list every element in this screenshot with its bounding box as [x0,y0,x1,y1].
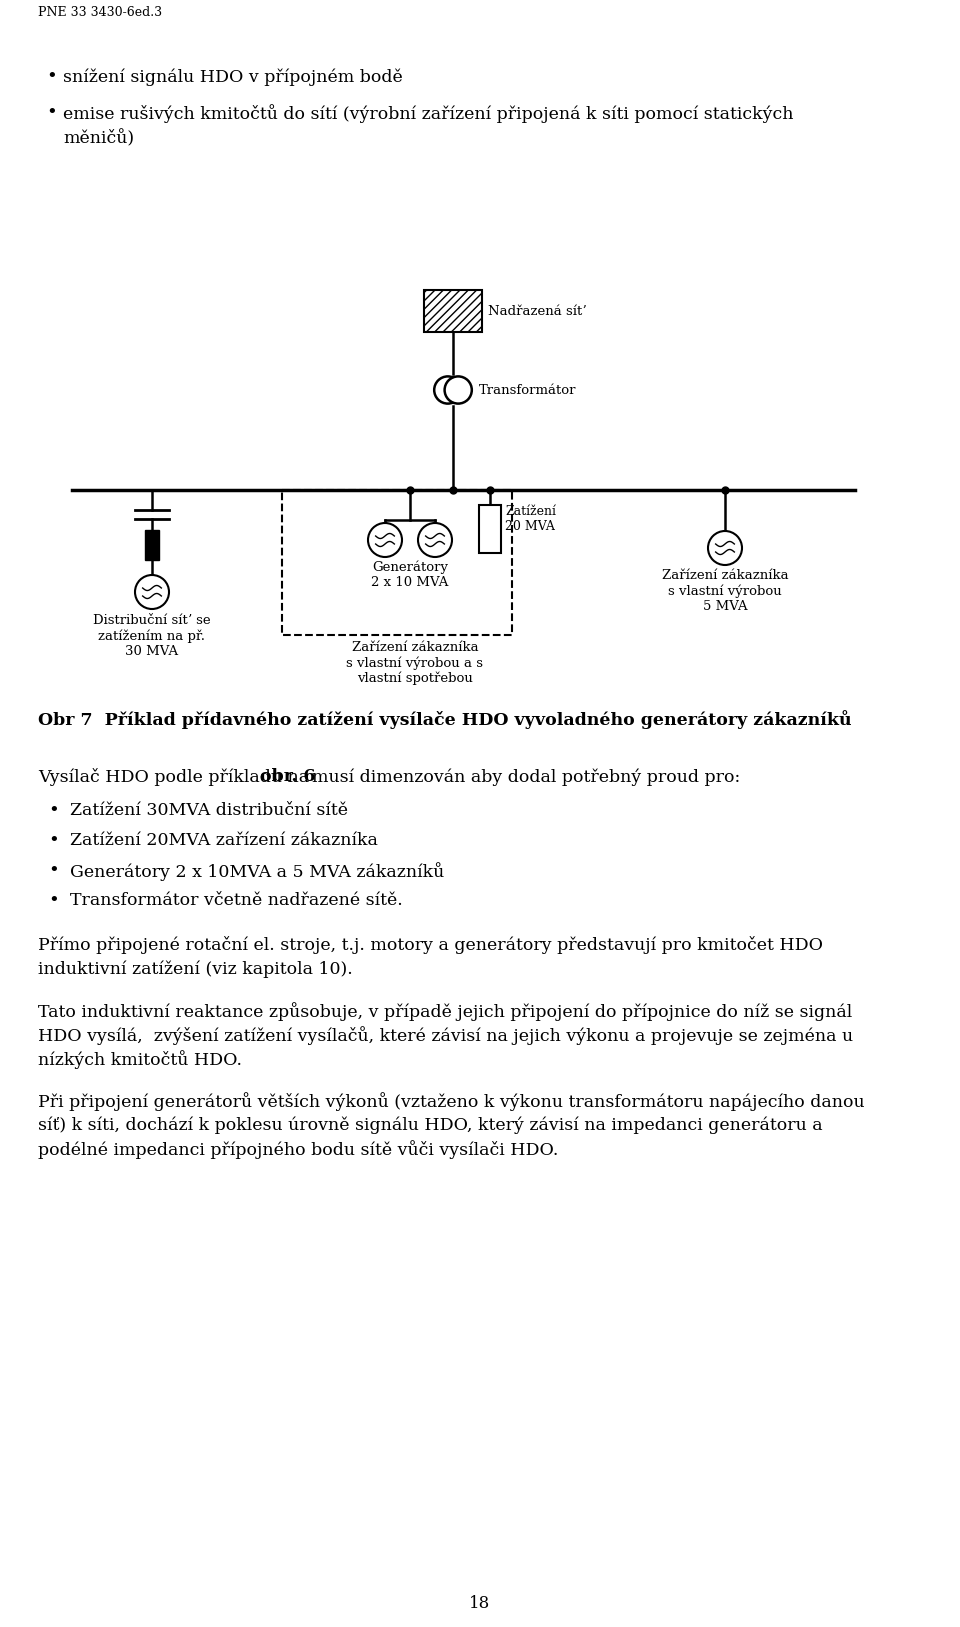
Bar [479,504,501,553]
Text: Nadřazená sítʼ: Nadřazená sítʼ [488,304,587,317]
Circle shape [418,522,452,556]
Circle shape [434,376,462,403]
Text: nízkých kmitočtů HDO.: nízkých kmitočtů HDO. [38,1049,242,1069]
Text: •: • [48,831,59,849]
Text: Zatížení
20 MVA: Zatížení 20 MVA [505,504,556,534]
Text: Transformátor včetně nadřazené sítě.: Transformátor včetně nadřazené sítě. [70,892,403,909]
Text: 18: 18 [469,1594,491,1612]
Text: Zařízení zákazníka
s vlastní výrobou
5 MVA: Zařízení zákazníka s vlastní výrobou 5 M… [661,569,788,613]
Text: podélné impedanci přípojného bodu sítě vůči vysílači HDO.: podélné impedanci přípojného bodu sítě v… [38,1141,559,1158]
Text: síť) k síti, dochází k poklesu úrovně signálu HDO, který závisí na impedanci gen: síť) k síti, dochází k poklesu úrovně si… [38,1116,823,1134]
Text: induktivní zatížení (viz kapitola 10).: induktivní zatížení (viz kapitola 10). [38,960,352,978]
Text: •: • [48,892,59,909]
Text: •: • [46,104,57,122]
Text: Přímo připojené rotační el. stroje, t.j. motory a generátory představují pro kmi: Přímo připojené rotační el. stroje, t.j.… [38,936,823,953]
Text: Generátory
2 x 10 MVA: Generátory 2 x 10 MVA [372,561,448,589]
Text: •: • [48,862,59,880]
Text: Vysílač HDO podle příkladu na: Vysílač HDO podle příkladu na [38,768,315,786]
Text: Tato induktivní reaktance způsobuje, v případě jejich připojení do přípojnice do: Tato induktivní reaktance způsobuje, v p… [38,1002,852,1020]
Text: Zařízení zákazníka
s vlastní výrobou a s
vlastní spotřebou: Zařízení zákazníka s vlastní výrobou a s… [347,641,484,685]
Circle shape [444,376,471,403]
Text: Zatížení 20MVA zařízení zákazníka: Zatížení 20MVA zařízení zákazníka [70,831,378,849]
Text: snížení signálu HDO v přípojném bodě: snížení signálu HDO v přípojném bodě [63,68,403,86]
Text: Zatížení 30MVA distribuční sítě: Zatížení 30MVA distribuční sítě [70,802,348,818]
Circle shape [368,522,402,556]
Text: musí dimenzován aby dodal potřebný proud pro:: musí dimenzován aby dodal potřebný proud… [301,768,740,786]
Text: Distribuční sítʼ se
zatížením na př.
30 MVA: Distribuční sítʼ se zatížením na př. 30 … [93,613,211,657]
Text: emise rušivých kmitočtů do sítí (výrobní zařízení připojená k síti pomocí static: emise rušivých kmitočtů do sítí (výrobní… [63,104,794,124]
Text: Generátory 2 x 10MVA a 5 MVA zákazníků: Generátory 2 x 10MVA a 5 MVA zákazníků [70,862,444,880]
Circle shape [708,530,742,565]
Text: HDO vysílá,  zvýšení zatížení vysílačů, které závisí na jejich výkonu a projevuj: HDO vysílá, zvýšení zatížení vysílačů, k… [38,1027,853,1045]
Text: Obr 7  Příklad přídavného zatížení vysílače HDO vyvoladného generátory zákazníků: Obr 7 Příklad přídavného zatížení vysíla… [38,709,852,729]
Text: obr. 6: obr. 6 [260,768,316,784]
Text: •: • [48,802,59,820]
Bar [424,290,482,332]
Text: PNE 33 3430-6ed.3: PNE 33 3430-6ed.3 [38,7,162,20]
Text: Transformátor: Transformátor [479,384,577,397]
Text: Při připojení generátorů větších výkonů (vztaženo k výkonu transformátoru napáje: Při připojení generátorů větších výkonů … [38,1092,865,1111]
Text: měničů): měničů) [63,130,134,148]
Bar [145,530,159,560]
Text: •: • [46,68,57,86]
Bar [282,490,512,635]
Circle shape [135,574,169,608]
